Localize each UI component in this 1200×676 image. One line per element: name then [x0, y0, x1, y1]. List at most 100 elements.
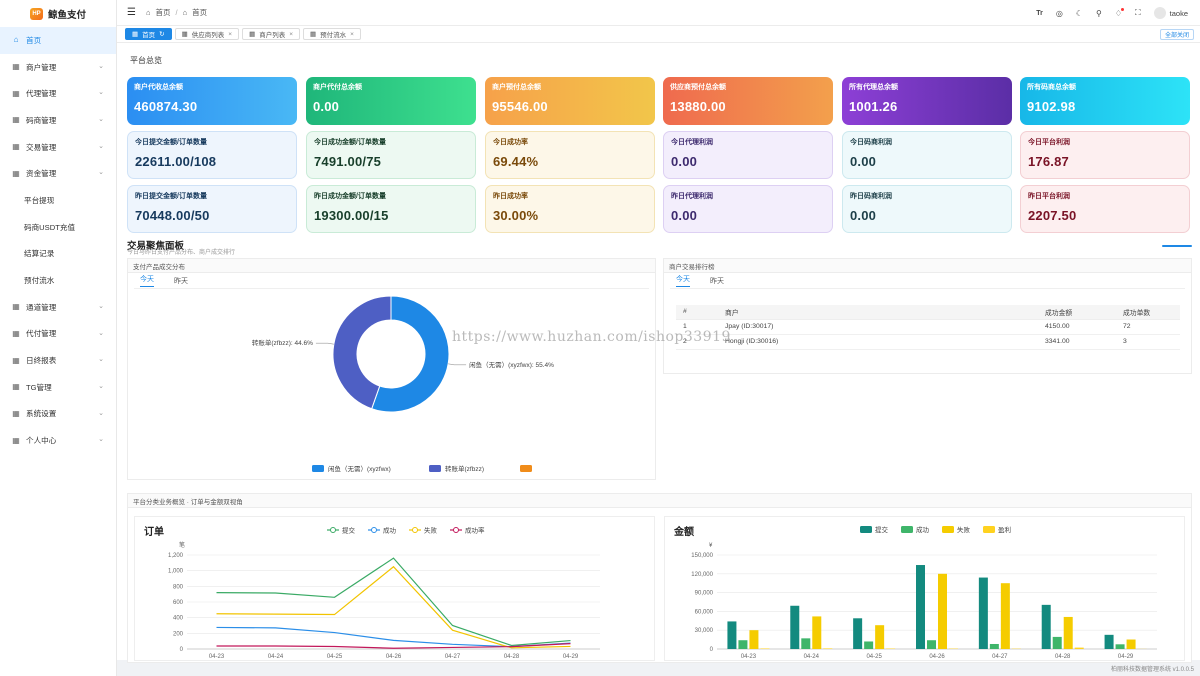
series-line[interactable] [216, 565, 571, 649]
bar[interactable] [1115, 644, 1125, 649]
tab-item[interactable]: ▦ 商户列表 × [242, 28, 301, 40]
stat-label: 今日提交金额/订单数量 [135, 139, 207, 146]
bar[interactable] [801, 638, 811, 649]
bar[interactable] [1052, 636, 1062, 649]
tab-yesterday[interactable]: 昨天 [174, 277, 188, 285]
bar[interactable] [875, 625, 885, 649]
close-icon[interactable]: × [350, 30, 354, 38]
tab-today[interactable]: 今天 [676, 274, 690, 287]
sidebar-item[interactable]: ▦ TG管理 ⌄ [0, 374, 116, 401]
pie-slice[interactable] [371, 295, 450, 413]
column-header: 成功单数 [1116, 305, 1180, 320]
menu-toggle-icon[interactable]: ☰ [127, 7, 136, 18]
bar[interactable] [823, 648, 833, 649]
sidebar-item[interactable]: ▦ 交易管理 ⌄ [0, 134, 116, 161]
bar[interactable] [989, 643, 999, 649]
sidebar-item[interactable]: ▦ 代付管理 ⌄ [0, 321, 116, 348]
sidebar-item[interactable]: ▦ 通道管理 ⌄ [0, 294, 116, 321]
legend-swatch[interactable] [983, 526, 995, 533]
fullscreen-icon[interactable]: ⛶ [1135, 8, 1141, 17]
sidebar-item[interactable]: ⌂ 首页 [0, 27, 116, 54]
bar[interactable] [1063, 616, 1073, 649]
bar[interactable] [812, 616, 822, 649]
stat-label: 昨日提交金额/订单数量 [135, 193, 207, 200]
sidebar-item[interactable]: ▦ 个人中心 ⌄ [0, 427, 116, 454]
sidebar-item-label: TG管理 [26, 382, 52, 392]
series-line[interactable] [216, 626, 571, 648]
panel-title: 平台分类业务概览 · 订单与金额双视角 [128, 494, 1191, 508]
sidebar-item[interactable]: ▦ 码商管理 ⌄ [0, 107, 116, 134]
pie-slice[interactable] [332, 295, 392, 410]
tab-item[interactable]: ▦ 供应商列表 × [174, 28, 240, 40]
tab-yesterday[interactable]: 昨天 [710, 277, 724, 285]
close-icon[interactable]: × [228, 30, 233, 38]
tab-today[interactable]: 今天 [140, 274, 154, 287]
tab-item[interactable]: ▦ 首页 ↻ [125, 28, 172, 40]
tab-item[interactable]: ▦ 预付流水 × [303, 28, 361, 40]
bar[interactable] [938, 573, 947, 649]
translate-icon[interactable]: Tr [1036, 9, 1043, 17]
bar[interactable] [738, 640, 748, 649]
bar[interactable] [749, 630, 759, 649]
sidebar-item[interactable]: ▦ 代理管理 ⌄ [0, 80, 116, 107]
sidebar-item[interactable]: 平台提现 [0, 187, 116, 214]
sidebar-item-label: 首页 [26, 35, 42, 45]
grid-icon: ▦ [12, 62, 20, 72]
bar[interactable] [864, 641, 874, 649]
legend-label: 盈利 [998, 525, 1011, 534]
home-icon: ⌂ [145, 8, 151, 17]
legend-swatch[interactable] [942, 526, 954, 533]
stat-label: 今日成功金额/订单数量 [314, 139, 386, 146]
refresh-icon[interactable]: ↻ [159, 31, 165, 38]
stat-value: 69.44% [493, 154, 539, 169]
tab-label: 首页 [142, 32, 156, 39]
table-row[interactable]: 1 Jpay (ID:30017) 4150.00 72 [676, 319, 1180, 335]
sidebar-item[interactable]: 码商USDT充值 [0, 214, 116, 241]
close-all-tabs-button[interactable]: 全部关闭 [1159, 29, 1194, 40]
product-distribution-panel: 支付产品成交分布 今天 昨天 闲鱼（无需）(xyzfwx): 55.4% 转账单(… [127, 258, 656, 480]
notification-icon[interactable]: ♢ [1114, 7, 1125, 18]
home-icon: ⌂ [13, 35, 19, 45]
table-cell: 2 [676, 334, 718, 350]
user-menu[interactable]: taoke [1153, 7, 1188, 19]
breadcrumb-root[interactable]: 首页 [155, 8, 171, 17]
bar[interactable] [916, 565, 925, 649]
bar[interactable] [927, 640, 936, 649]
sidebar-item[interactable]: ▦ 商户管理 ⌄ [0, 54, 116, 81]
logo[interactable]: HP 鲸鱼支付 [0, 0, 116, 27]
sidebar-item[interactable]: 结算记录 [0, 241, 116, 268]
tab-label: 商户列表 [259, 32, 286, 39]
bar[interactable] [760, 648, 770, 649]
series-line[interactable] [216, 642, 571, 649]
bar[interactable] [1074, 647, 1084, 649]
legend-swatch[interactable] [429, 465, 441, 472]
bar[interactable] [1041, 604, 1051, 649]
legend-swatch[interactable] [901, 526, 913, 533]
close-icon[interactable]: × [289, 30, 294, 38]
sidebar-item[interactable]: 预付流水 [0, 267, 116, 294]
bar[interactable] [790, 605, 800, 649]
sidebar-item[interactable]: ▦ 系统设置 ⌄ [0, 401, 116, 428]
legend-label: 提交 [875, 525, 889, 534]
stat-card: 商户代付总余额 0.00 [306, 77, 476, 125]
bar[interactable] [727, 621, 737, 649]
sidebar-item[interactable]: ▦ 资金管理 ⌄ [0, 160, 116, 187]
legend-swatch[interactable] [860, 526, 872, 533]
search-icon[interactable]: ⚲ [1096, 8, 1102, 18]
theme-icon[interactable]: ◎ [1055, 8, 1063, 18]
bar[interactable] [853, 618, 863, 649]
legend-swatch[interactable] [520, 465, 532, 472]
legend-swatch[interactable] [312, 465, 324, 472]
chevron-down-icon: ⌄ [98, 329, 104, 337]
column-header: # [676, 305, 718, 320]
bar[interactable] [978, 577, 988, 649]
amount-bar-chart: 金额 ¥0 30,000 60,000 90,000 120,000 150,000 04-2… [664, 516, 1185, 661]
series-line[interactable] [216, 557, 571, 647]
bar[interactable] [1126, 639, 1136, 649]
sidebar-item[interactable]: ▦ 日终报表 ⌄ [0, 347, 116, 374]
bar[interactable] [1104, 634, 1114, 649]
bar[interactable] [1000, 583, 1010, 649]
dark-mode-icon[interactable]: ☾ [1075, 8, 1083, 18]
grid-icon: ▦ [132, 31, 139, 38]
table-row[interactable]: 2 Hongji (ID:30016) 3341.00 3 [676, 334, 1180, 350]
